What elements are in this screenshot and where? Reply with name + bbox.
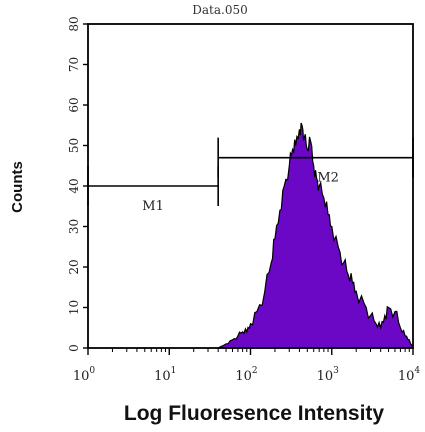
- y-tick-label: 0: [67, 344, 81, 352]
- x-tick-label: 104: [398, 366, 421, 384]
- chart-title: Data.050: [192, 3, 247, 17]
- x-tick-label: 103: [317, 366, 340, 384]
- marker-m1: M1: [87, 166, 219, 214]
- marker-label-m2: M2: [317, 171, 339, 186]
- marker-layer: M1 M2: [87, 137, 414, 214]
- x-tick-label: 100: [73, 366, 96, 384]
- y-tick-label: 10: [67, 300, 81, 315]
- y-tick-label: 70: [67, 57, 81, 72]
- y-tick-label: 80: [67, 16, 81, 31]
- y-axis-title: Counts: [9, 161, 26, 213]
- y-tick-label: 50: [67, 138, 81, 153]
- marker-label-m1: M1: [142, 199, 164, 214]
- x-axis: 100 101 102 103 104: [73, 348, 421, 384]
- y-axis: 0 10 20 30 40 50 60 70 80: [67, 16, 88, 352]
- histogram-area-layer: [215, 122, 414, 349]
- y-tick-label: 30: [67, 219, 81, 234]
- x-tick-label: 101: [154, 366, 176, 384]
- y-tick-label: 40: [67, 178, 81, 193]
- histogram-series-0: [215, 122, 414, 349]
- x-tick-label: 102: [235, 366, 257, 384]
- x-axis-title: Log Fluoresence Intensity: [124, 402, 385, 425]
- y-tick-label: 20: [67, 259, 81, 274]
- y-tick-label: 60: [67, 97, 81, 112]
